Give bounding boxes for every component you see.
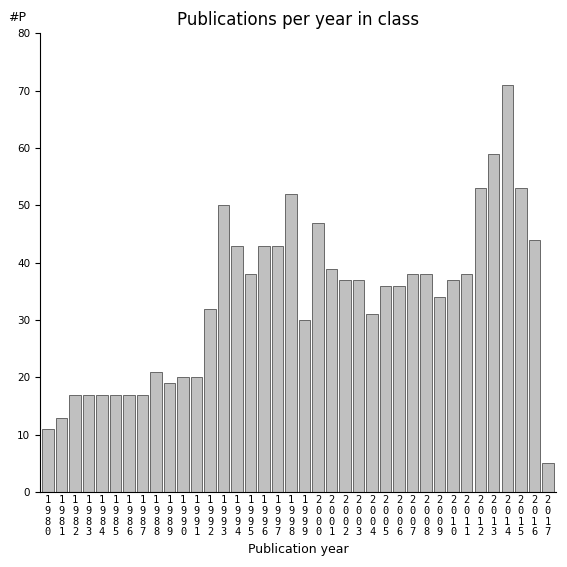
Bar — [96, 395, 108, 492]
Bar — [245, 274, 256, 492]
Bar — [515, 188, 527, 492]
Bar — [231, 246, 243, 492]
Bar — [421, 274, 432, 492]
X-axis label: Publication year: Publication year — [248, 543, 348, 556]
Bar — [366, 315, 378, 492]
Y-axis label: #P: #P — [8, 11, 26, 24]
Bar — [353, 280, 365, 492]
Bar — [285, 194, 297, 492]
Bar — [43, 429, 54, 492]
Bar — [475, 188, 486, 492]
Bar — [69, 395, 81, 492]
Bar — [447, 280, 459, 492]
Bar — [502, 85, 513, 492]
Bar — [340, 280, 351, 492]
Bar — [137, 395, 149, 492]
Bar — [380, 286, 391, 492]
Bar — [488, 154, 500, 492]
Bar — [191, 378, 202, 492]
Bar — [528, 240, 540, 492]
Bar — [393, 286, 405, 492]
Bar — [461, 274, 472, 492]
Bar — [272, 246, 284, 492]
Bar — [259, 246, 270, 492]
Bar — [83, 395, 94, 492]
Bar — [326, 269, 337, 492]
Bar — [56, 418, 67, 492]
Bar — [312, 223, 324, 492]
Bar — [164, 383, 175, 492]
Bar — [407, 274, 418, 492]
Bar — [434, 297, 446, 492]
Bar — [110, 395, 121, 492]
Bar — [123, 395, 135, 492]
Bar — [299, 320, 310, 492]
Bar — [204, 308, 216, 492]
Title: Publications per year in class: Publications per year in class — [177, 11, 419, 29]
Bar — [542, 463, 553, 492]
Bar — [150, 372, 162, 492]
Bar — [177, 378, 189, 492]
Bar — [218, 205, 229, 492]
